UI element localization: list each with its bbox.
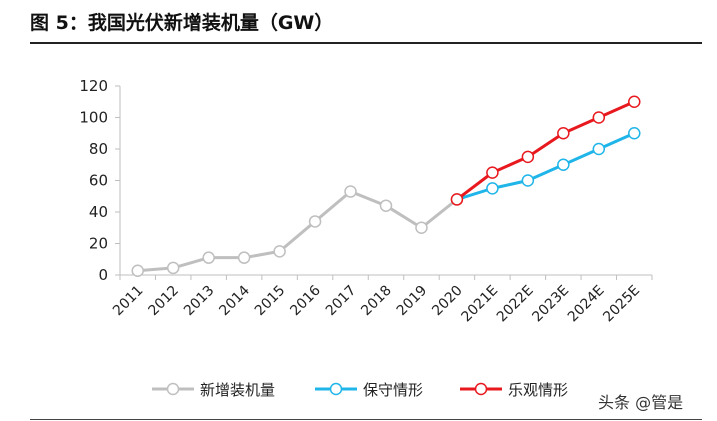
- y-tick-label: 80: [89, 140, 108, 158]
- legend-label: 新增装机量: [200, 381, 275, 399]
- legend-swatch-marker: [329, 382, 343, 396]
- legend-label: 乐观情形: [508, 381, 568, 399]
- x-tick-label: 2022E: [494, 283, 537, 326]
- y-tick-label: 20: [89, 235, 108, 253]
- data-point: [628, 127, 641, 140]
- legend-item: 乐观情形: [460, 381, 568, 399]
- x-tick-label: 2011: [110, 283, 147, 320]
- x-tick-label: 2017: [323, 283, 360, 320]
- x-tick-label: 2018: [358, 283, 395, 320]
- data-point: [557, 127, 570, 140]
- x-tick-label: 2025E: [600, 283, 643, 326]
- series-line: [456, 100, 635, 201]
- legend-swatch-marker: [166, 382, 180, 396]
- series-group: [456, 95, 641, 201]
- legend-item: 保守情形: [315, 381, 423, 399]
- bottom-divider: [30, 419, 702, 420]
- legend-label: 保守情形: [363, 381, 423, 399]
- x-tick-label: 2012: [146, 283, 183, 320]
- data-point: [592, 142, 606, 156]
- y-tick-label: 120: [79, 77, 108, 95]
- data-point: [415, 221, 428, 234]
- data-point: [592, 111, 606, 124]
- data-point: [486, 166, 499, 179]
- data-point: [131, 264, 144, 277]
- data-point: [521, 150, 535, 164]
- title-divider: [30, 42, 702, 44]
- x-tick-label: 2014: [216, 282, 253, 319]
- x-tick-label: 2015: [252, 283, 289, 320]
- series-line: [137, 190, 458, 273]
- watermark: 头条 @管是: [598, 393, 684, 412]
- series-group: [131, 185, 464, 277]
- legend-item: 新增装机量: [152, 381, 275, 399]
- data-point: [308, 215, 322, 228]
- x-tick-label: 2016: [287, 282, 324, 319]
- data-point: [557, 158, 570, 171]
- y-tick-label: 60: [89, 172, 108, 190]
- x-tick-label: 2024E: [565, 283, 608, 326]
- series-line: [456, 131, 635, 201]
- data-point: [486, 182, 499, 195]
- series-layer: [131, 95, 641, 277]
- data-point: [379, 199, 393, 212]
- data-point: [628, 95, 641, 108]
- x-tick-label: 2013: [181, 283, 218, 320]
- x-tick-label: 2019: [394, 283, 431, 320]
- series-group: [456, 127, 641, 201]
- data-point: [202, 251, 215, 264]
- data-point: [450, 193, 464, 206]
- data-point: [521, 174, 535, 187]
- x-tick-label: 2023E: [529, 283, 572, 326]
- y-tick-label: 100: [79, 109, 108, 127]
- data-point: [166, 261, 180, 275]
- x-tick-label: 2021E: [458, 283, 501, 326]
- data-point: [273, 245, 286, 258]
- data-point: [237, 251, 251, 264]
- axes: 0204060801001202011201220132014201520162…: [79, 77, 653, 326]
- chart-title: 图 5：我国光伏新增装机量（GW）: [30, 12, 334, 34]
- y-tick-label: 0: [98, 266, 108, 284]
- data-point: [344, 185, 357, 198]
- y-tick-label: 40: [89, 203, 108, 221]
- legend-swatch-marker: [474, 382, 488, 396]
- legend: 新增装机量 保守情形 乐观情形: [152, 381, 568, 399]
